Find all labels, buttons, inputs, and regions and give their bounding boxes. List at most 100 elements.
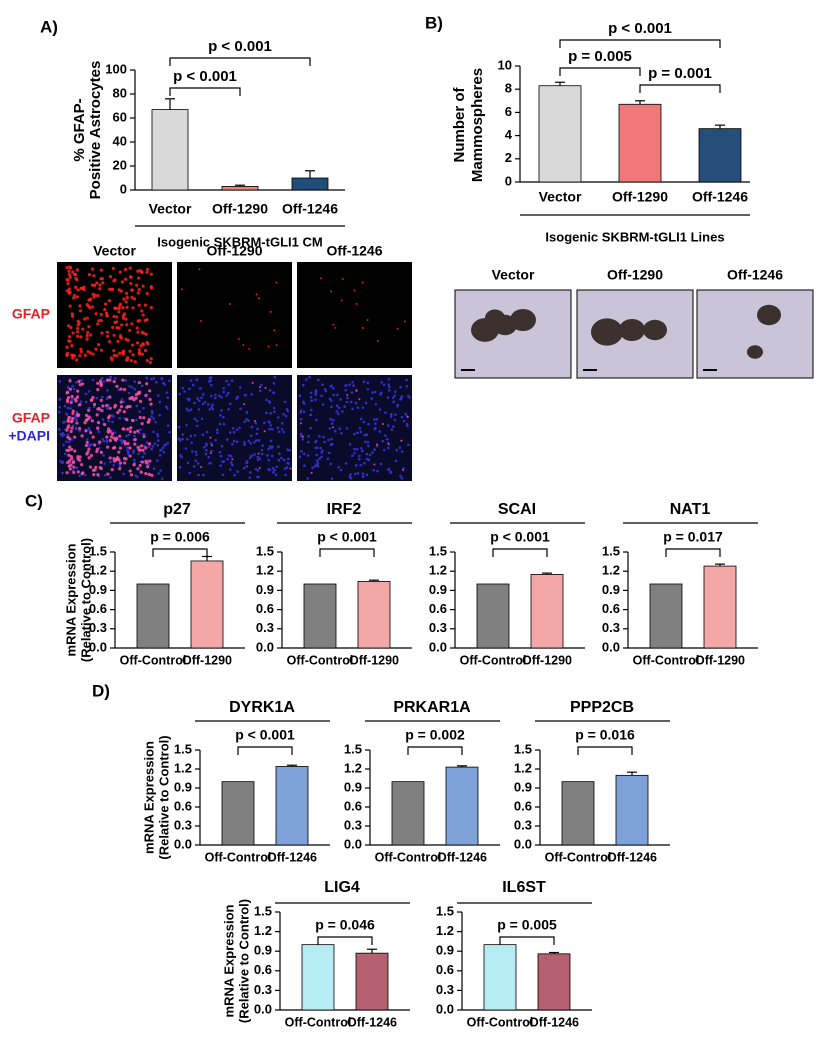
bar bbox=[355, 952, 389, 1011]
gfap-signal bbox=[108, 275, 113, 279]
y-tick-label: 0.9 bbox=[174, 779, 192, 794]
nucleus bbox=[272, 382, 276, 385]
nucleus bbox=[330, 437, 333, 441]
gfap-signal bbox=[129, 275, 133, 279]
nucleus bbox=[222, 460, 226, 463]
nucleus bbox=[193, 401, 196, 405]
nucleus bbox=[159, 469, 162, 472]
nucleus bbox=[242, 466, 246, 470]
gfap-signal bbox=[149, 357, 153, 361]
nucleus bbox=[220, 409, 223, 412]
gfap-signal bbox=[358, 398, 361, 401]
nucleus bbox=[225, 438, 229, 441]
nucleus bbox=[318, 434, 321, 438]
nucleus bbox=[156, 434, 160, 438]
nucleus bbox=[374, 403, 378, 406]
mammosphere bbox=[643, 319, 667, 341]
nucleus bbox=[307, 435, 310, 438]
nucleus bbox=[357, 457, 361, 461]
nucleus bbox=[219, 454, 223, 458]
x-tick-label: Off-Control bbox=[460, 653, 527, 667]
nucleus bbox=[316, 465, 320, 468]
nucleus bbox=[232, 439, 236, 443]
nucleus bbox=[197, 399, 201, 403]
gfap-signal bbox=[71, 409, 75, 413]
nucleus bbox=[330, 384, 334, 388]
nucleus bbox=[345, 427, 349, 430]
nucleus bbox=[265, 411, 268, 415]
gfap-signal bbox=[97, 406, 101, 411]
nucleus bbox=[392, 400, 395, 404]
gfap-signal bbox=[66, 419, 70, 423]
gfap-signal bbox=[118, 461, 123, 465]
nucleus bbox=[71, 384, 74, 388]
nucleus bbox=[270, 428, 274, 431]
nucleus bbox=[350, 391, 354, 394]
nucleus bbox=[183, 390, 186, 393]
nucleus bbox=[100, 376, 104, 380]
x-tick-label: Off-Control bbox=[205, 850, 272, 864]
y-tick-label: 8 bbox=[505, 81, 512, 96]
nucleus bbox=[203, 400, 207, 404]
gfap-signal bbox=[69, 455, 73, 459]
nucleus bbox=[138, 410, 141, 413]
bar bbox=[561, 781, 595, 846]
gfap-signal bbox=[139, 344, 143, 348]
x-tick-label: Off-Control bbox=[467, 1015, 534, 1029]
gfap-signal bbox=[117, 457, 121, 462]
nucleus bbox=[205, 430, 209, 434]
nucleus bbox=[301, 438, 305, 441]
gfap-signal bbox=[126, 441, 130, 446]
nucleus bbox=[263, 421, 266, 425]
nucleus bbox=[133, 387, 137, 391]
nucleus bbox=[400, 415, 404, 419]
nucleus bbox=[277, 445, 280, 449]
bar bbox=[476, 583, 510, 649]
nucleus bbox=[281, 422, 284, 425]
nucleus bbox=[327, 438, 330, 442]
nucleus bbox=[387, 383, 390, 386]
nucleus bbox=[162, 450, 166, 454]
nucleus bbox=[228, 402, 232, 406]
gfap-signal bbox=[136, 429, 140, 433]
gfap-signal bbox=[119, 335, 123, 340]
nucleus bbox=[389, 470, 392, 474]
bar bbox=[538, 85, 582, 183]
nucleus bbox=[314, 398, 317, 402]
nucleus bbox=[382, 448, 386, 452]
nucleus bbox=[260, 383, 263, 387]
nucleus bbox=[87, 426, 91, 430]
gfap-signal bbox=[133, 437, 137, 442]
nucleus bbox=[111, 420, 114, 424]
x-tick-label: Off-Control bbox=[633, 653, 700, 667]
y-tick-label: 0.6 bbox=[429, 601, 447, 616]
nucleus bbox=[58, 405, 61, 409]
gfap-signal bbox=[80, 463, 84, 467]
gfap-signal bbox=[87, 273, 91, 277]
y-tick-label: 10 bbox=[498, 57, 512, 72]
nucleus bbox=[195, 378, 199, 382]
gfap-signal bbox=[111, 266, 115, 271]
nucleus bbox=[280, 456, 283, 460]
nucleus bbox=[101, 418, 105, 421]
nucleus bbox=[209, 379, 213, 383]
nucleus bbox=[358, 454, 361, 458]
bar bbox=[391, 781, 425, 846]
y-tick-label: 0.9 bbox=[602, 582, 620, 597]
nucleus bbox=[134, 474, 138, 478]
gfap-signal bbox=[130, 288, 134, 292]
gfap-signal bbox=[140, 309, 144, 313]
gfap-signal bbox=[242, 343, 245, 346]
y-tick-label: 0.3 bbox=[429, 620, 447, 635]
gfap-signal bbox=[106, 427, 111, 431]
nucleus bbox=[109, 375, 113, 379]
gfap-signal bbox=[76, 389, 80, 393]
nucleus bbox=[329, 399, 333, 402]
significance-bracket bbox=[665, 548, 721, 557]
nucleus bbox=[152, 377, 156, 380]
nucleus bbox=[386, 446, 390, 450]
nucleus bbox=[207, 456, 210, 459]
nucleus bbox=[245, 410, 249, 414]
gfap-signal bbox=[310, 471, 313, 474]
image-row-label: GFAP bbox=[12, 306, 50, 322]
